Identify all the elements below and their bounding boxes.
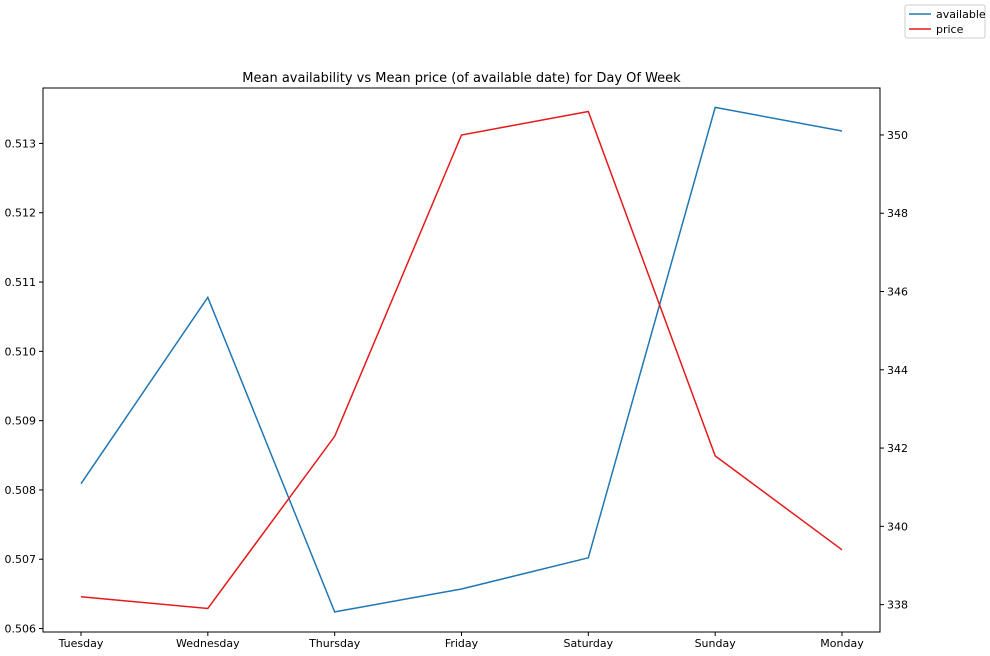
y-right-tick-label: 342 (887, 442, 908, 455)
series-layer (80, 106, 843, 613)
y-right-tick-label: 340 (887, 520, 908, 533)
legend: available price (904, 4, 986, 39)
y-left-tick-label: 0.513 (5, 137, 37, 150)
y-left-tick-label: 0.509 (5, 415, 37, 428)
legend-label-available: available (936, 8, 986, 21)
plot-frame (42, 87, 881, 633)
y-right-tick-label: 350 (887, 129, 908, 142)
x-tick-label: Wednesday (176, 637, 240, 650)
series-line-price (80, 110, 843, 610)
y-left-tick-label: 0.511 (5, 276, 37, 289)
axes-layer: Tuesday Wednesday Thursday Friday Saturday Su… (5, 87, 908, 650)
x-tick-label: Saturday (564, 637, 614, 650)
x-tick-label: Monday (820, 637, 864, 650)
x-tick-label: Tuesday (58, 637, 104, 650)
x-tick-label: Sunday (695, 637, 737, 650)
y-left-tick-label: 0.512 (5, 207, 37, 220)
chart-title: Mean availability vs Mean price (of avai… (242, 71, 681, 86)
y-right-tick-label: 344 (887, 364, 908, 377)
series-line-available (80, 106, 843, 613)
legend-label-price: price (936, 23, 964, 36)
y-left-tick-label: 0.508 (5, 484, 37, 497)
y-left-tick-label: 0.506 (5, 623, 37, 636)
x-tick-label: Thursday (308, 637, 361, 650)
y-right-tick-label: 348 (887, 207, 908, 220)
y-left-tick-label: 0.510 (5, 345, 37, 358)
x-tick-label: Friday (445, 637, 479, 650)
y-right-tick-label: 338 (887, 599, 908, 612)
y-right-tick-label: 346 (887, 286, 908, 299)
y-left-tick-label: 0.507 (5, 553, 37, 566)
